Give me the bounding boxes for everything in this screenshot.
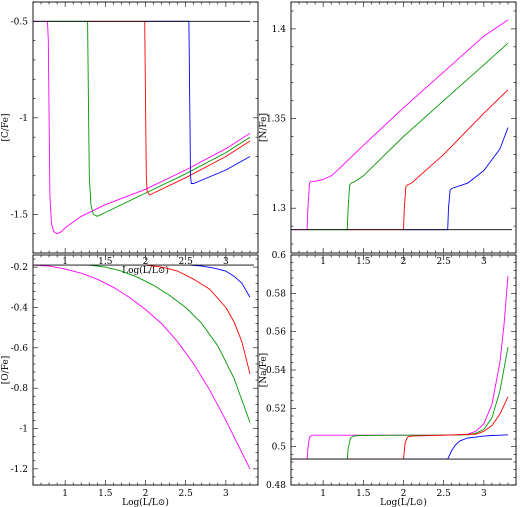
y-axis-label: [Na/Fe] bbox=[259, 353, 269, 387]
y-tick-label: 1.4 bbox=[272, 25, 287, 35]
x-tick-label: 2 bbox=[401, 489, 407, 499]
y-tick-label: 1.3 bbox=[272, 204, 287, 214]
series-line-magenta bbox=[291, 19, 509, 231]
y-tick-label: 0.52 bbox=[266, 404, 286, 414]
series-line-blue bbox=[189, 264, 251, 298]
plot-frame bbox=[290, 254, 517, 486]
series-line-red bbox=[87, 20, 251, 196]
y-tick-label: 0.6 bbox=[272, 251, 287, 261]
y-tick-label: -1 bbox=[19, 114, 28, 124]
y-tick-label: -0.8 bbox=[11, 384, 29, 394]
x-tick-label: 1 bbox=[320, 489, 326, 499]
y-tick-label: -1.2 bbox=[11, 465, 28, 475]
x-axis-label: Log(L/L⊙) bbox=[380, 497, 427, 507]
y-tick-label: -0.2 bbox=[11, 263, 28, 273]
y-tick-label: -1 bbox=[19, 425, 28, 435]
x-tick-label: 2.5 bbox=[179, 257, 194, 267]
y-tick-label: -1.5 bbox=[11, 210, 29, 220]
series-line-red bbox=[347, 89, 509, 231]
series-line-magenta bbox=[33, 264, 251, 470]
x-tick-label: 1 bbox=[62, 489, 68, 499]
x-tick-label: 1 bbox=[320, 257, 326, 267]
y-tick-label: 0.54 bbox=[266, 366, 286, 376]
x-tick-label: 1.5 bbox=[356, 489, 371, 499]
series-group bbox=[291, 19, 512, 231]
panel-carbon: 1 1.5 2 2.5 3 -1.5 -1 -0.5 [C/Fe] Log(L/L⊙) bbox=[1, 1, 259, 276]
x-tick-label: 2 bbox=[143, 257, 149, 267]
y-tick-label: 0.58 bbox=[266, 289, 286, 299]
x-tick-label: 3 bbox=[481, 489, 487, 499]
y-axis-label: [O/Fe] bbox=[1, 356, 11, 385]
series-line-green bbox=[307, 346, 509, 460]
x-axis-label: Log(L/L⊙) bbox=[122, 265, 169, 276]
y-axis-label: [N/Fe] bbox=[259, 113, 269, 142]
series-line-magenta bbox=[291, 276, 509, 460]
x-tick-label: 2.5 bbox=[437, 257, 452, 267]
plot-frame bbox=[32, 254, 259, 486]
y-tick-label: 1.35 bbox=[266, 115, 286, 125]
y-tick-label: 0.56 bbox=[266, 328, 286, 338]
series-line-red bbox=[145, 264, 251, 375]
x-tick-label: 1.5 bbox=[356, 257, 371, 267]
series-line-red bbox=[347, 396, 509, 460]
panel-oxygen: 1 1.5 2 2.5 3 -1.2 -1 -0.8 -0.6 -0.4 -0.2 [O/Fe] Log… bbox=[1, 254, 259, 507]
series-line-green bbox=[47, 20, 251, 217]
y-tick-label: 0.5 bbox=[272, 443, 287, 453]
series-line-green bbox=[307, 42, 509, 231]
x-tick-label: 3 bbox=[223, 489, 229, 499]
x-axis-label: Log(L/L⊙) bbox=[122, 497, 169, 507]
panel-nitrogen: 1 1.5 2 2.5 3 1.3 1.35 1.4 [N/Fe] bbox=[259, 1, 517, 267]
series-line-blue bbox=[403, 127, 509, 231]
y-tick-label: -0.5 bbox=[11, 17, 29, 27]
series-line-blue bbox=[403, 434, 509, 460]
series-group bbox=[33, 20, 251, 235]
x-tick-label: 1.5 bbox=[98, 257, 113, 267]
plot-frame bbox=[290, 1, 517, 254]
x-tick-label: 2 bbox=[143, 489, 149, 499]
x-tick-label: 1.5 bbox=[98, 489, 113, 499]
series-line-magenta bbox=[33, 20, 251, 235]
x-tick-label: 3 bbox=[481, 257, 487, 267]
panel-sodium: 1 1.5 2 2.5 3 0.48 0.5 0.52 0.54 0.56 0.58 0.6 [Na/F… bbox=[259, 251, 517, 507]
y-axis-label: [C/Fe] bbox=[1, 113, 11, 141]
x-tick-label: 3 bbox=[223, 257, 229, 267]
series-line-blue bbox=[144, 20, 251, 184]
x-tick-label: 2.5 bbox=[179, 489, 194, 499]
x-tick-label: 2 bbox=[401, 257, 407, 267]
series-group bbox=[291, 276, 512, 460]
series-group bbox=[33, 264, 254, 470]
x-tick-label: 1 bbox=[62, 257, 68, 267]
y-tick-label: -0.6 bbox=[11, 344, 29, 354]
y-tick-label: -0.4 bbox=[11, 303, 29, 313]
x-tick-label: 2.5 bbox=[437, 489, 452, 499]
y-tick-label: 0.48 bbox=[266, 481, 286, 491]
series-line-green bbox=[89, 264, 251, 423]
